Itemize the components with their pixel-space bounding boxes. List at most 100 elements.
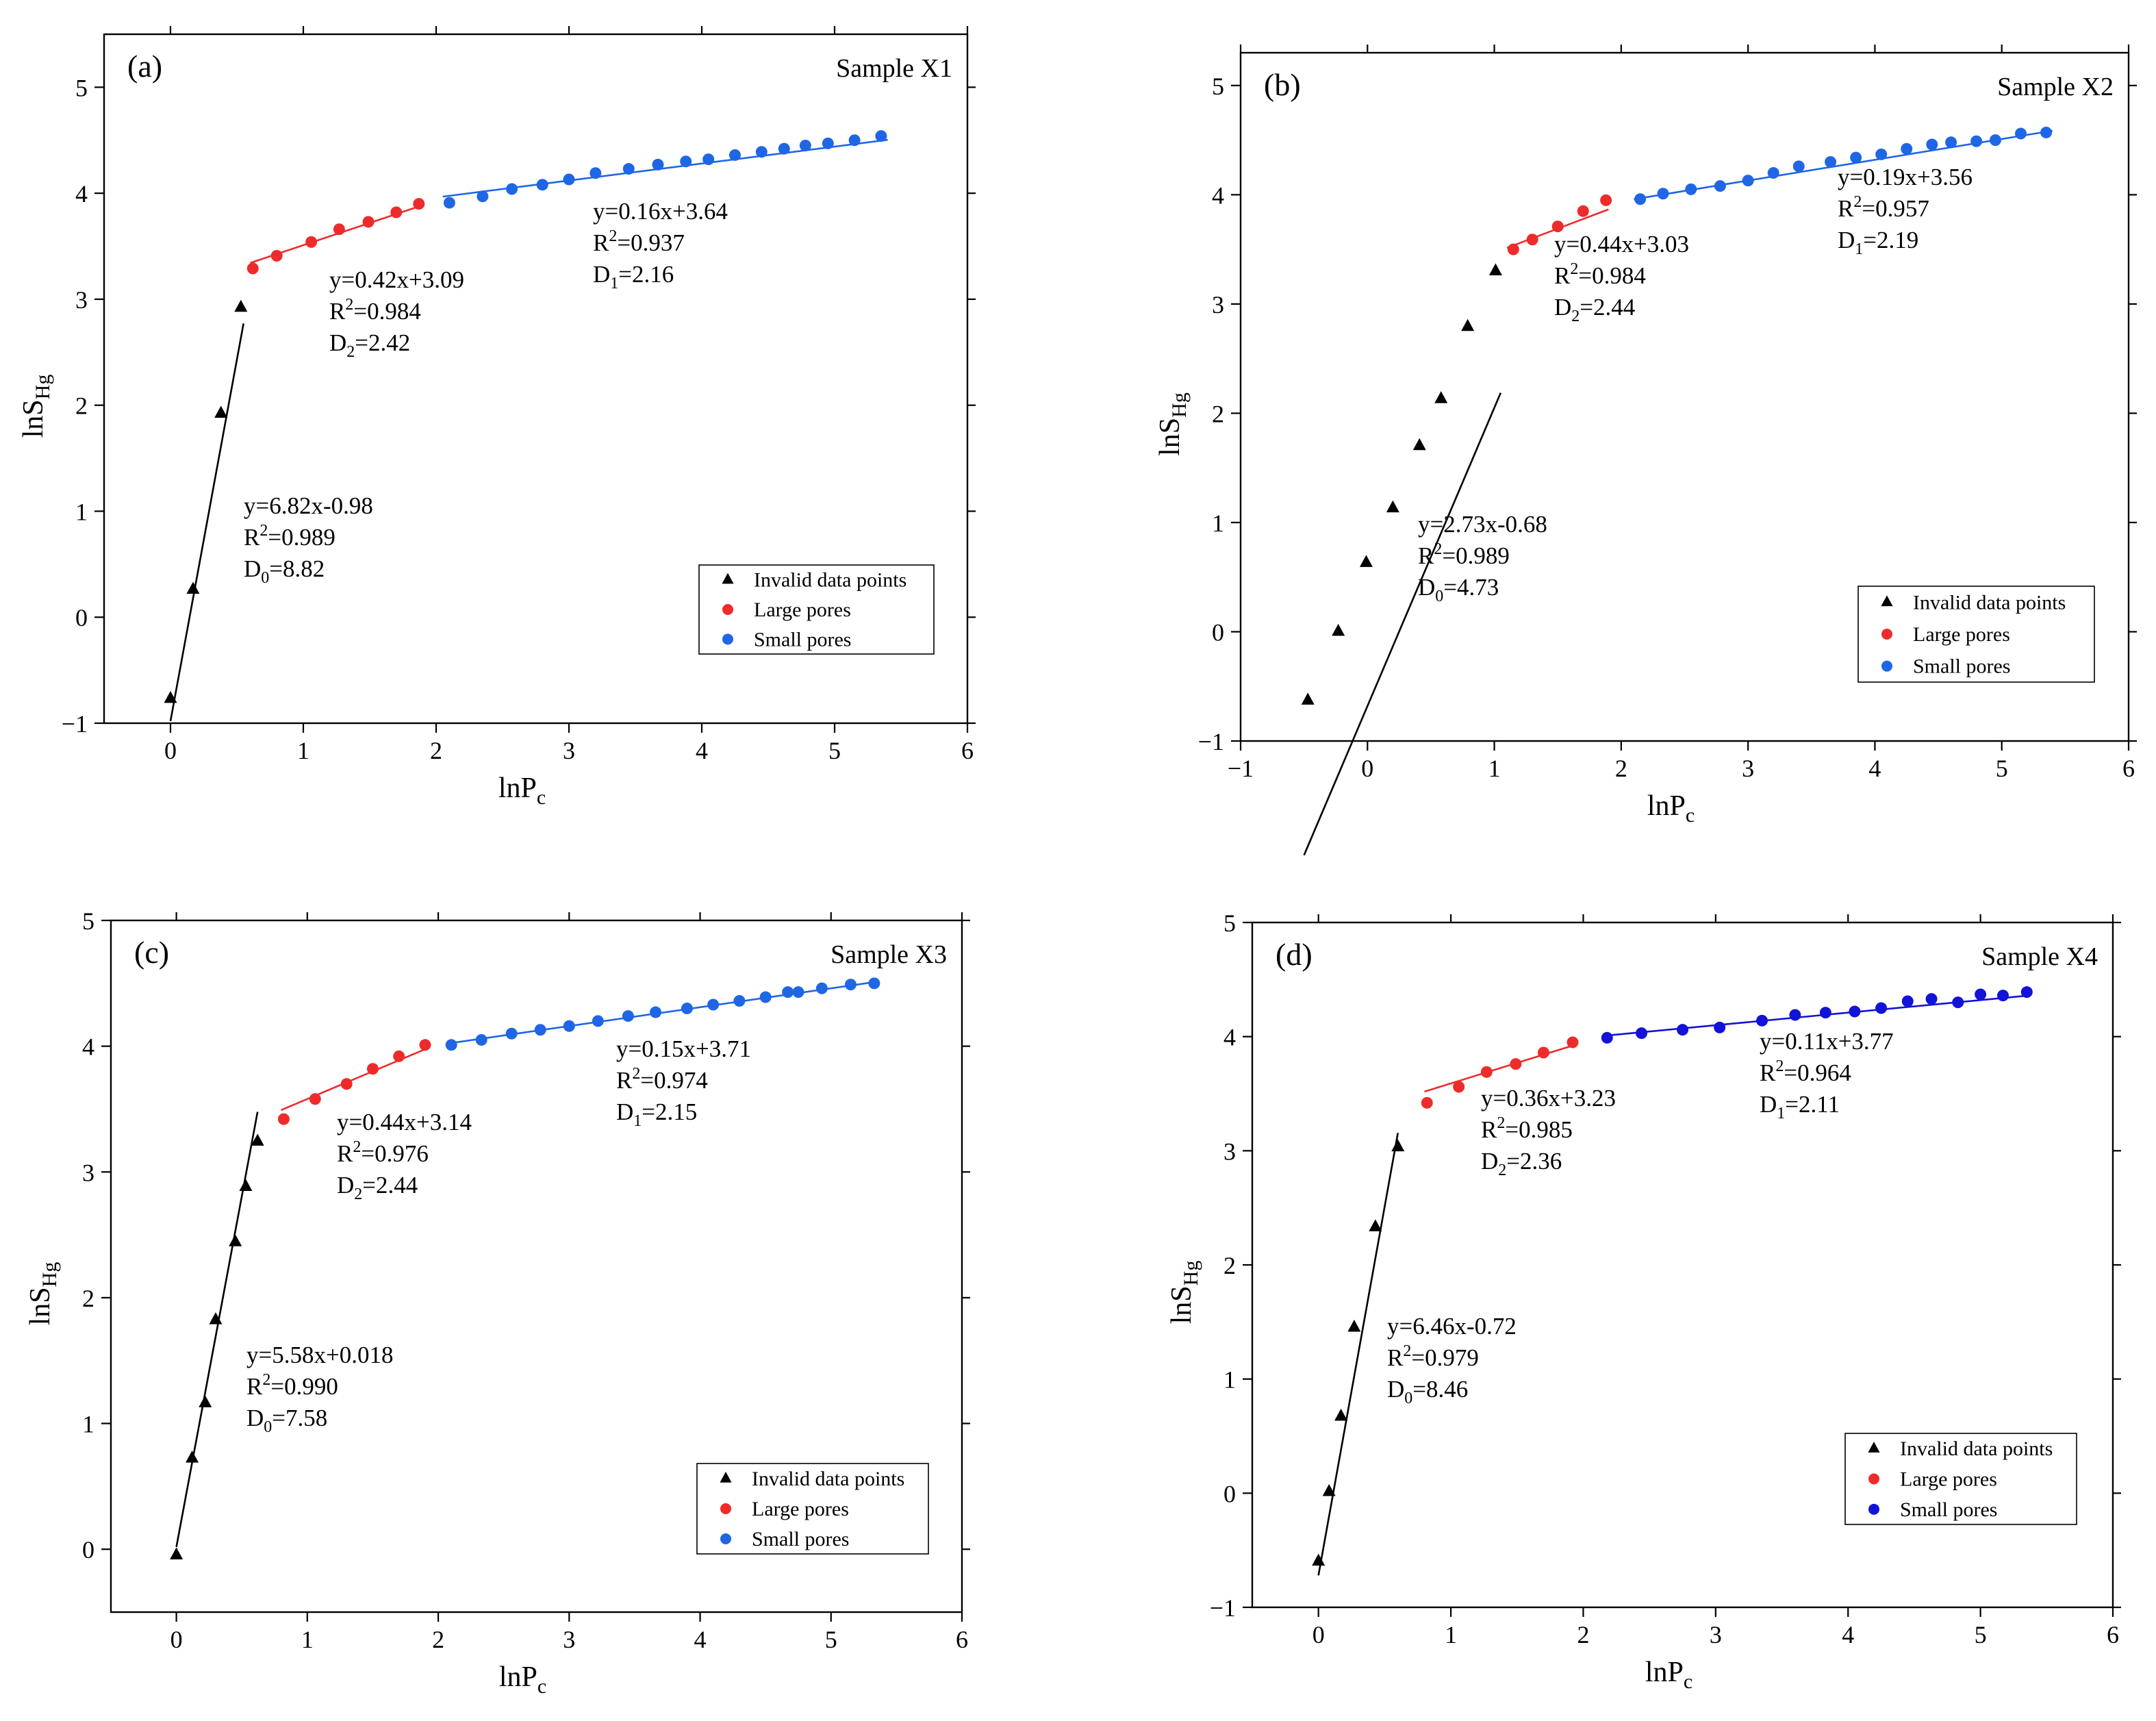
y-tick-label: 0 bbox=[82, 1536, 94, 1563]
legend-label: Invalid data points bbox=[752, 1468, 904, 1490]
y-tick-label: −1 bbox=[1198, 728, 1224, 755]
legend-label: Large pores bbox=[754, 599, 851, 621]
y-tick-label: 3 bbox=[75, 286, 88, 314]
x-tick-label: 1 bbox=[1488, 755, 1501, 782]
x-tick-label: 2 bbox=[430, 737, 442, 764]
fit-equation: y=6.82x-0.98 bbox=[244, 492, 373, 519]
y-axis-label: lnSHg bbox=[1166, 1261, 1202, 1324]
data-point-circle bbox=[1677, 1024, 1688, 1036]
fit-line bbox=[1634, 129, 2053, 201]
chart-panel-a: 0 1 2 3 4 5 6 −1 0 1 2 3 4 5 lnPc lnSHg (a) Sample X1 y=6.… bbox=[18, 26, 976, 809]
data-point-circle bbox=[1507, 243, 1519, 255]
series-small-pores: y=0.15x+3.71 R2=0.974 D1=2.15 bbox=[445, 977, 880, 1130]
fit-equation: y=2.73x-0.68 bbox=[1418, 511, 1547, 538]
fit-equation: y=0.16x+3.64 bbox=[593, 198, 728, 225]
legend-marker-triangle bbox=[720, 1472, 732, 1483]
fit-line bbox=[448, 981, 877, 1044]
fractal-dimension: D1=2.16 bbox=[593, 261, 674, 292]
data-point-circle bbox=[1551, 221, 1564, 233]
legend: Invalid data points Large pores Small pore… bbox=[696, 1463, 929, 1555]
x-tick-label: −1 bbox=[1228, 755, 1254, 782]
legend-box bbox=[696, 1463, 929, 1555]
series-large-pores: y=0.44x+3.03 R2=0.984 D2=2.44 bbox=[1506, 194, 1689, 325]
legend-marker-circle bbox=[722, 604, 733, 615]
data-point-circle bbox=[782, 986, 794, 998]
data-point-circle bbox=[1875, 1002, 1888, 1014]
fit-r-squared: R2=0.984 bbox=[329, 296, 421, 325]
data-point-circle bbox=[362, 216, 375, 228]
y-tick-label: 2 bbox=[82, 1285, 94, 1312]
chart-panel-b: −1 0 1 2 3 4 5 6 −1 0 1 2 3 4 5 lnPc lnSHg (b) Sample X2 y=… bbox=[1154, 45, 2137, 856]
fit-r-squared: R2=0.957 bbox=[1838, 193, 1929, 222]
y-tick-label: 2 bbox=[1212, 400, 1224, 427]
x-axis-label: lnPc bbox=[498, 772, 546, 809]
y-tick-label: −1 bbox=[62, 710, 88, 738]
x-tick-label: 2 bbox=[1577, 1621, 1589, 1648]
fit-r-squared: R2=0.984 bbox=[1554, 260, 1646, 289]
panel-label: (d) bbox=[1276, 937, 1312, 972]
x-tick-label: 6 bbox=[956, 1626, 968, 1653]
data-point-triangle bbox=[1488, 263, 1502, 275]
fit-r-squared: R2=0.990 bbox=[246, 1371, 338, 1400]
y-tick-label: 3 bbox=[1212, 291, 1224, 318]
fractal-dimension: D2=2.44 bbox=[337, 1172, 418, 1203]
data-point-circle bbox=[563, 1020, 575, 1032]
legend-marker-triangle bbox=[722, 573, 734, 584]
data-point-circle bbox=[270, 249, 283, 262]
legend-label: Small pores bbox=[1900, 1498, 1998, 1521]
data-point-circle bbox=[445, 1039, 457, 1051]
legend-box bbox=[698, 564, 935, 655]
data-point-triangle bbox=[214, 405, 228, 418]
data-point-circle bbox=[822, 137, 834, 149]
data-point-circle bbox=[2020, 986, 2033, 998]
fractal-dimension: D2=2.42 bbox=[329, 329, 410, 361]
y-tick-label: 5 bbox=[75, 74, 88, 101]
fit-equation: y=0.36x+3.23 bbox=[1481, 1085, 1616, 1111]
fit-r-squared: R2=0.937 bbox=[593, 227, 685, 256]
data-point-circle bbox=[1601, 1031, 1613, 1044]
fit-equation: y=5.58x+0.018 bbox=[246, 1342, 393, 1368]
data-point-circle bbox=[1634, 193, 1647, 205]
fit-equation: y=0.15x+3.71 bbox=[616, 1035, 751, 1062]
data-point-triangle bbox=[1434, 391, 1448, 403]
data-point-circle bbox=[759, 991, 772, 1003]
fit-line bbox=[1317, 1133, 1399, 1576]
y-tick-label: −1 bbox=[1210, 1594, 1236, 1622]
fractal-dimension: D1=2.19 bbox=[1838, 227, 1918, 258]
data-point-circle bbox=[333, 223, 345, 236]
data-point-circle bbox=[1970, 135, 1983, 147]
sample-title: Sample X4 bbox=[1981, 942, 2098, 971]
legend-label: Invalid data points bbox=[1913, 591, 2066, 614]
x-tick-label: 4 bbox=[696, 737, 708, 764]
data-point-circle bbox=[1901, 995, 1914, 1007]
data-point-circle bbox=[1975, 988, 1987, 1001]
series-invalid-data-points: y=5.58x+0.018 R2=0.990 D0=7.58 bbox=[170, 1111, 393, 1560]
data-point-triangle bbox=[164, 690, 177, 703]
data-point-circle bbox=[1945, 136, 1957, 149]
data-point-circle bbox=[1453, 1081, 1465, 1093]
data-point-circle bbox=[1825, 156, 1837, 168]
data-point-circle bbox=[477, 190, 489, 203]
data-point-circle bbox=[393, 1050, 405, 1062]
fit-r-squared: R2=0.989 bbox=[1418, 540, 1510, 569]
y-tick-label: 0 bbox=[75, 604, 88, 631]
legend-marker-circle bbox=[722, 633, 733, 645]
data-point-circle bbox=[778, 142, 790, 155]
x-tick-label: 3 bbox=[1710, 1621, 1722, 1648]
legend-marker-circle bbox=[720, 1533, 731, 1544]
y-tick-label: 1 bbox=[75, 498, 88, 525]
legend-label: Small pores bbox=[752, 1528, 850, 1550]
data-point-circle bbox=[506, 183, 518, 195]
x-tick-label: 0 bbox=[1361, 755, 1373, 782]
x-tick-label: 6 bbox=[2122, 755, 2135, 782]
y-tick-label: 4 bbox=[82, 1033, 94, 1061]
data-point-circle bbox=[475, 1033, 487, 1046]
data-point-triangle bbox=[199, 1395, 212, 1407]
data-point-circle bbox=[1742, 175, 1754, 187]
data-point-circle bbox=[390, 206, 403, 218]
data-point-circle bbox=[1657, 188, 1669, 200]
x-axis-label: lnPc bbox=[499, 1661, 546, 1698]
y-tick-label: 2 bbox=[75, 392, 88, 420]
legend: Invalid data points Large pores Small pore… bbox=[1844, 1433, 2077, 1525]
legend-marker-circle bbox=[720, 1503, 731, 1514]
